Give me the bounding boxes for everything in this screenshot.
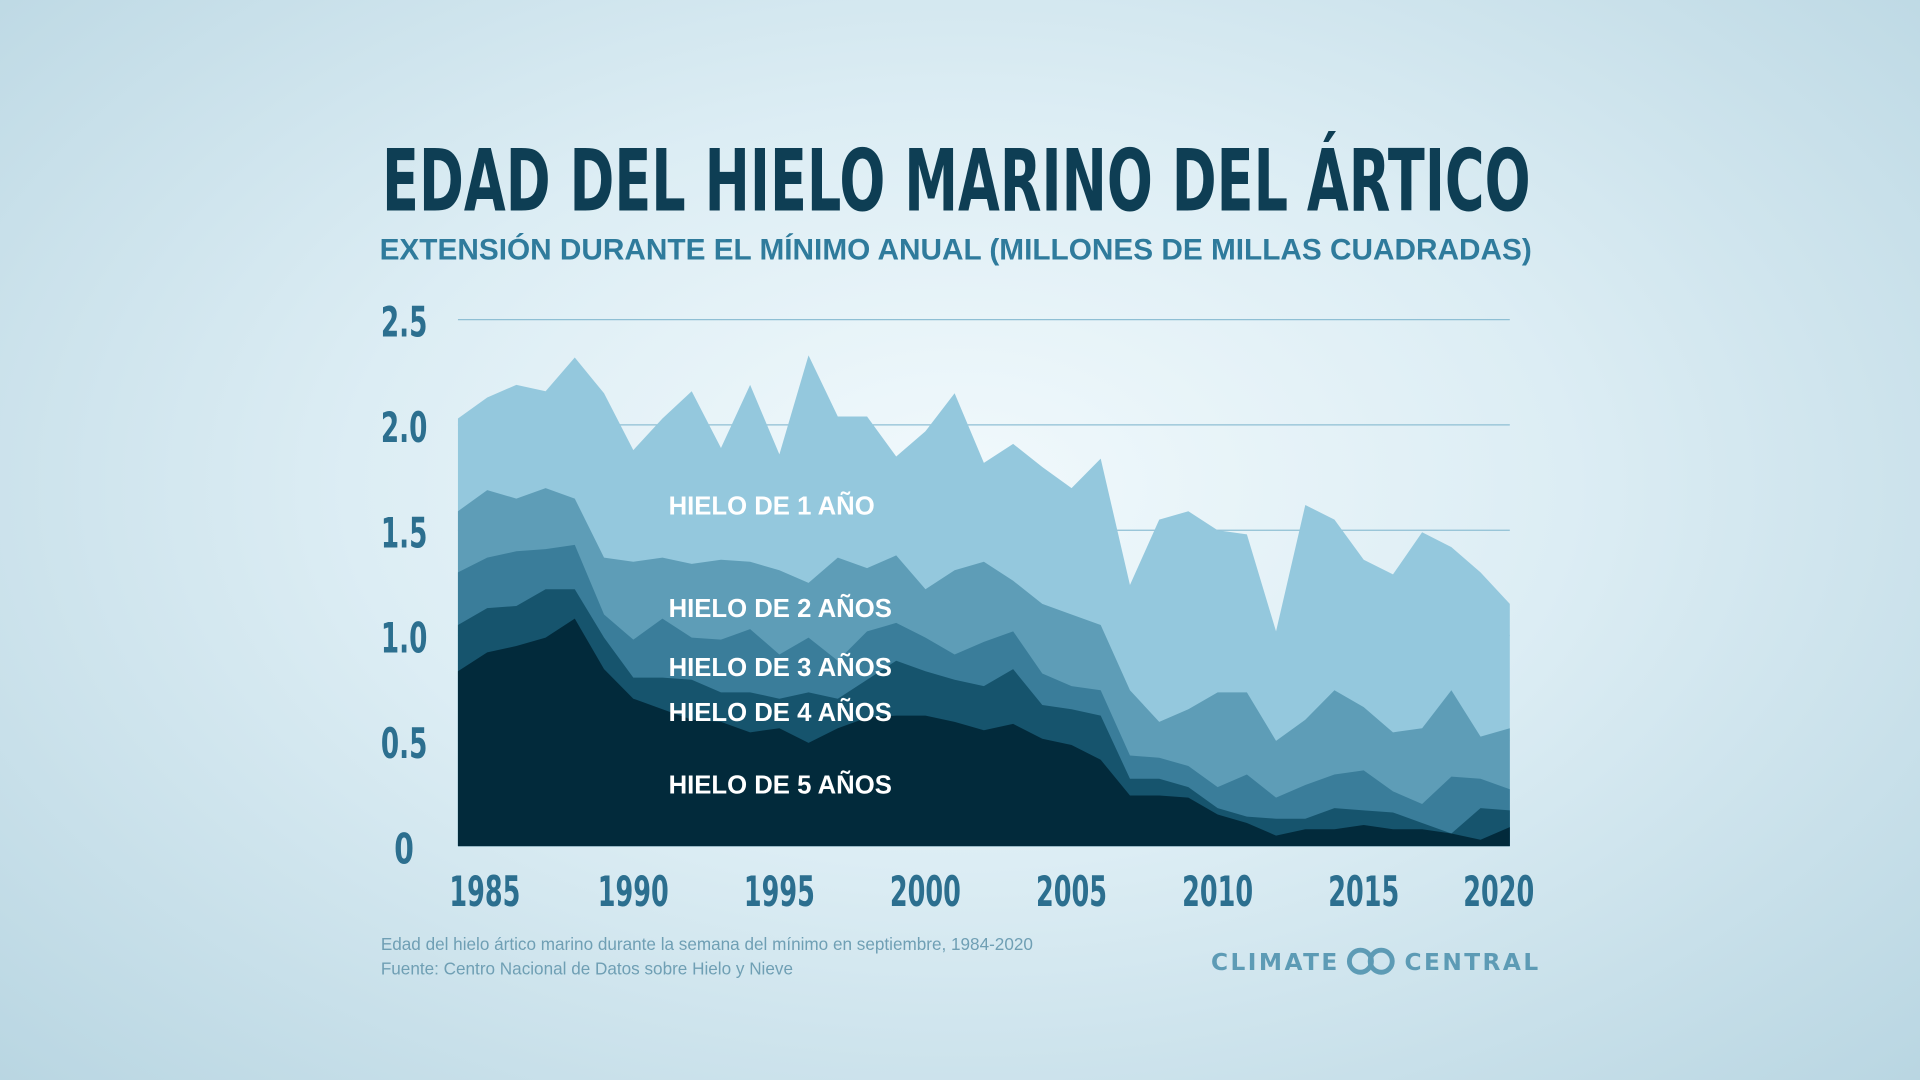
series-label-3yr: HIELO DE 3 AÑOS (669, 652, 892, 682)
y-tick-label: 1.5 (381, 508, 428, 557)
footnote: Edad del hielo ártico marino durante la … (381, 934, 1033, 954)
x-tick-label: 1990 (598, 867, 669, 916)
chart-title: EDAD DEL HIELO MARINO DEL ÁRTICO (382, 132, 1531, 232)
series-label-1yr: HIELO DE 1 AÑO (669, 490, 875, 520)
climate-central-logo: CLIMATE CENTRAL (1211, 947, 1540, 976)
x-tick-label: 2005 (1036, 867, 1107, 916)
area-hielo-de-5-años (457, 618, 1510, 847)
stacked-areas (457, 355, 1510, 847)
series-label-2yr: HIELO DE 2 AÑOS (669, 593, 892, 623)
x-tick-label: 1985 (449, 867, 520, 916)
series-labels: HIELO DE 1 AÑO HIELO DE 2 AÑOS HIELO DE … (669, 490, 892, 799)
brand-left: CLIMATE (1211, 949, 1340, 976)
y-tick-label: 0 (394, 824, 414, 873)
x-tick-label: 1995 (744, 867, 815, 916)
chart-subtitle: EXTENSIÓN DURANTE EL MÍNIMO ANUAL (MILLO… (380, 233, 1532, 267)
y-tick-label: 2.0 (381, 403, 428, 452)
x-axis: 1985 1990 1995 2000 2005 2010 2015 2020 (449, 867, 1534, 916)
infinity-rings-logo-icon (1346, 947, 1395, 975)
x-tick-label: 2000 (890, 867, 961, 916)
y-axis: 0 0.5 1.0 1.5 2.0 2.5 (381, 298, 428, 874)
x-tick-label: 2020 (1463, 867, 1534, 916)
y-tick-label: 0.5 (381, 719, 428, 768)
y-tick-label: 1.0 (381, 614, 428, 663)
brand-right: CENTRAL (1404, 949, 1540, 976)
series-label-4yr: HIELO DE 4 AÑOS (669, 697, 892, 727)
y-tick-label: 2.5 (381, 298, 428, 347)
series-label-5yr: HIELO DE 5 AÑOS (669, 769, 892, 799)
source-note: Fuente: Centro Nacional de Datos sobre H… (381, 959, 793, 979)
x-tick-label: 2010 (1182, 867, 1253, 916)
x-tick-label: 2015 (1328, 867, 1399, 916)
